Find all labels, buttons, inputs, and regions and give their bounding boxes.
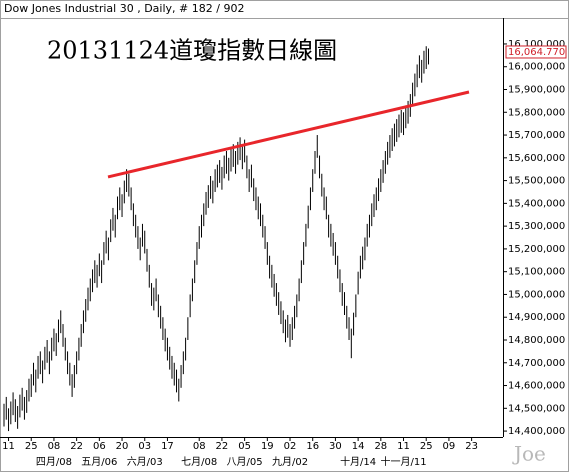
y-tick-label: 15,400,000: [508, 198, 565, 209]
header: Dow Jones Industrial 30 , Daily, # 182 /…: [4, 2, 244, 15]
month-label: 九月/02: [272, 456, 308, 468]
x-tick-label: 11: [397, 441, 410, 452]
watermark: Joe: [512, 442, 546, 466]
x-tick-label: 30: [329, 441, 342, 452]
y-tick-label: 14,500,000: [508, 403, 565, 414]
y-tick-label: 14,400,000: [508, 426, 565, 437]
x-tick-label: 08: [48, 441, 61, 452]
month-label: 四月/08: [36, 456, 72, 468]
month-label: 八月/05: [227, 456, 263, 468]
x-tick-label: 05: [238, 441, 251, 452]
y-tick-label: 15,900,000: [508, 85, 565, 96]
trendline: [107, 90, 470, 179]
x-tick-label: 03: [138, 441, 151, 452]
x-tick-label: 02: [284, 441, 297, 452]
x-tick-label: 11: [2, 441, 15, 452]
x-tick-label: 09: [443, 441, 456, 452]
y-tick-label: 14,600,000: [508, 381, 565, 392]
y-tick-label: 14,900,000: [508, 312, 565, 323]
x-tick-label: 08: [193, 441, 206, 452]
y-tick-label: 14,800,000: [508, 335, 565, 346]
y-tick-label: 15,000,000: [508, 289, 565, 300]
x-tick-label: 16: [306, 441, 319, 452]
y-tick-label: 14,700,000: [508, 358, 565, 369]
last-price-box: [505, 45, 567, 59]
x-tick-label: 19: [261, 441, 274, 452]
x-tick-label: 22: [70, 441, 83, 452]
chart-title: 20131124道瓊指數日線圖: [47, 37, 337, 65]
x-tick-label: 17: [161, 441, 174, 452]
month-label: 七月/08: [181, 456, 217, 468]
month-label: 六月/03: [127, 456, 163, 468]
x-tick-label: 28: [374, 441, 387, 452]
y-tick-label: 15,800,000: [508, 107, 565, 118]
x-tick-label: 25: [25, 441, 38, 452]
month-label: 十月/14: [340, 455, 376, 468]
month-label: 十一月/11: [380, 455, 426, 468]
x-tick-label: 14: [352, 441, 365, 452]
x-tick-label: 23: [465, 441, 478, 452]
y-tick-label: 16,000,000: [508, 62, 565, 73]
x-tick-label: 06: [93, 441, 106, 452]
y-tick-label: 15,600,000: [508, 153, 565, 164]
y-tick-label: 15,200,000: [508, 244, 565, 255]
month-label: 五月/06: [81, 456, 117, 468]
x-tick-label: 25: [420, 441, 433, 452]
last-price-label: 16,064.770: [508, 47, 565, 58]
y-tick-label: 15,100,000: [508, 267, 565, 278]
y-tick-label: 16,100,000: [508, 39, 565, 50]
y-tick-label: 15,300,000: [508, 221, 565, 232]
y-tick-label: 15,500,000: [508, 176, 565, 187]
x-tick-label: 20: [116, 441, 129, 452]
x-tick-label: 22: [216, 441, 229, 452]
y-tick-label: 15,700,000: [508, 130, 565, 141]
